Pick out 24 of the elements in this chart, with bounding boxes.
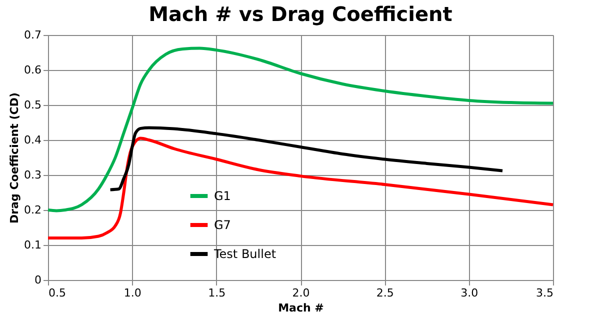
y-tick-label: 0.2 [24, 204, 42, 216]
x-tick-label: 1.5 [208, 286, 226, 300]
line-series [46, 46, 554, 212]
x-tick-label: 1.0 [124, 286, 142, 300]
y-tick-label: 0.4 [24, 134, 42, 146]
legend-label: G7 [214, 218, 231, 232]
y-tick-label: 0.3 [24, 168, 42, 182]
line-series [108, 126, 504, 192]
y-tick-label: 0.1 [24, 238, 42, 252]
chart-title: Mach # vs Drag Coefficient [148, 2, 453, 26]
x-tick-label: 2.5 [376, 286, 394, 300]
x-tick-label: 0.5 [48, 286, 66, 300]
x-tick-label: 3.5 [536, 286, 554, 300]
legend-label: G1 [214, 189, 231, 203]
y-tick-label: 0.6 [24, 64, 42, 76]
x-tick-label: 2.0 [292, 286, 310, 300]
x-tick-label: 3.0 [460, 286, 478, 300]
x-axis-title: Mach # [278, 302, 324, 314]
y-tick-label: 0.7 [24, 28, 42, 42]
y-tick-label: 0.5 [24, 98, 42, 112]
line-series [46, 136, 554, 240]
y-tick-label: 0 [34, 274, 42, 286]
y-axis-title: Drag Coefficient (CD) [8, 92, 22, 224]
legend-label: Test Bullet [213, 247, 276, 261]
